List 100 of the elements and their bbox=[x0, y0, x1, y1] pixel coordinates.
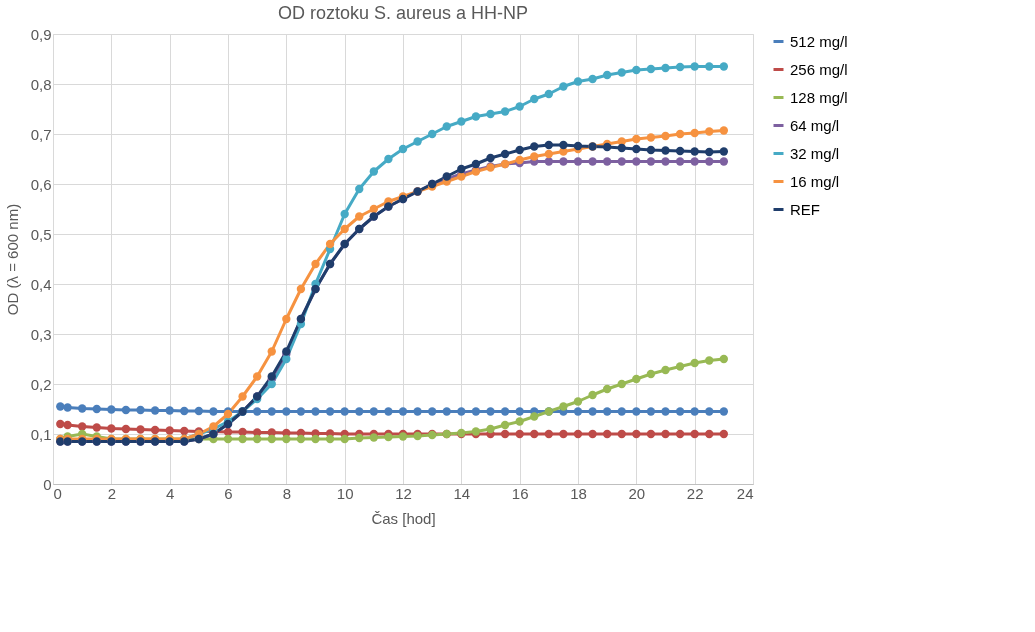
x-axis-title: Čas [hod] bbox=[371, 509, 436, 527]
y-tick-label: 0,3 bbox=[30, 325, 52, 343]
point bbox=[632, 407, 641, 416]
point bbox=[150, 425, 160, 435]
point bbox=[457, 164, 466, 174]
point bbox=[690, 358, 699, 368]
point bbox=[573, 397, 583, 406]
point bbox=[661, 365, 670, 375]
point bbox=[632, 65, 641, 75]
point bbox=[398, 144, 408, 154]
point bbox=[705, 62, 714, 71]
point bbox=[675, 129, 685, 139]
point bbox=[238, 434, 247, 444]
point bbox=[544, 89, 554, 99]
point bbox=[573, 157, 583, 166]
point bbox=[180, 406, 189, 416]
x-tick-label: 14 bbox=[453, 484, 471, 502]
point bbox=[515, 429, 524, 439]
point bbox=[355, 184, 364, 194]
point bbox=[252, 407, 262, 416]
y-tick-label: 0,6 bbox=[30, 175, 52, 193]
point bbox=[282, 407, 291, 416]
point bbox=[675, 362, 685, 371]
x-tick-label: 20 bbox=[628, 484, 646, 502]
point bbox=[165, 426, 174, 435]
x-tick-label: 16 bbox=[511, 484, 529, 502]
point bbox=[690, 429, 699, 439]
point bbox=[588, 429, 597, 439]
point bbox=[719, 157, 729, 166]
point bbox=[602, 429, 612, 439]
point bbox=[194, 406, 204, 416]
point bbox=[150, 406, 160, 415]
point bbox=[457, 117, 466, 126]
x-tick-label: 22 bbox=[686, 484, 704, 502]
point bbox=[632, 134, 641, 144]
point bbox=[369, 167, 379, 176]
chart-title: OD roztoku S. aureus a HH-NP bbox=[277, 3, 529, 23]
point bbox=[588, 157, 597, 166]
point bbox=[573, 407, 583, 416]
point bbox=[486, 109, 495, 119]
x-tick-label: 10 bbox=[336, 484, 354, 502]
point bbox=[180, 426, 189, 436]
point bbox=[705, 147, 714, 157]
point bbox=[369, 433, 379, 442]
point bbox=[92, 404, 101, 414]
point bbox=[238, 427, 247, 437]
x-tick-label: 8 bbox=[282, 484, 292, 502]
point bbox=[282, 434, 291, 444]
point bbox=[559, 402, 568, 411]
point bbox=[719, 354, 729, 364]
point bbox=[530, 412, 539, 421]
point bbox=[311, 259, 320, 269]
point bbox=[515, 102, 524, 111]
point bbox=[282, 354, 291, 364]
point bbox=[544, 149, 554, 159]
point bbox=[675, 146, 685, 156]
point bbox=[471, 112, 481, 121]
point bbox=[646, 64, 656, 74]
point bbox=[442, 122, 451, 131]
point bbox=[675, 429, 685, 439]
point bbox=[369, 407, 379, 416]
point bbox=[544, 140, 554, 150]
point bbox=[559, 157, 568, 166]
point bbox=[413, 407, 422, 416]
point bbox=[661, 131, 670, 141]
point bbox=[690, 407, 699, 416]
point bbox=[252, 372, 262, 381]
point bbox=[121, 405, 131, 415]
point bbox=[573, 77, 583, 86]
point bbox=[340, 224, 349, 234]
point bbox=[719, 429, 729, 439]
point bbox=[340, 209, 349, 219]
point bbox=[617, 379, 626, 389]
point bbox=[690, 128, 699, 138]
point bbox=[77, 422, 87, 431]
point bbox=[500, 420, 510, 430]
point bbox=[413, 137, 422, 146]
point bbox=[661, 146, 670, 155]
point bbox=[486, 424, 495, 434]
point bbox=[719, 126, 729, 135]
point bbox=[646, 133, 656, 142]
point bbox=[617, 68, 626, 77]
point bbox=[500, 149, 510, 159]
point bbox=[719, 62, 729, 71]
point bbox=[311, 407, 320, 416]
y-tick-label: 0,7 bbox=[30, 125, 52, 143]
point bbox=[559, 429, 568, 439]
legend-label: REF bbox=[790, 200, 820, 218]
point bbox=[632, 429, 641, 439]
point bbox=[223, 434, 233, 444]
point bbox=[398, 407, 408, 416]
point bbox=[471, 159, 481, 169]
point bbox=[705, 407, 714, 416]
point bbox=[107, 424, 116, 433]
point bbox=[588, 74, 597, 84]
point bbox=[340, 434, 349, 444]
x-tick-label: 12 bbox=[395, 484, 412, 502]
point bbox=[602, 384, 612, 394]
legend-label: 32 mg/l bbox=[790, 144, 840, 162]
point bbox=[661, 429, 670, 439]
